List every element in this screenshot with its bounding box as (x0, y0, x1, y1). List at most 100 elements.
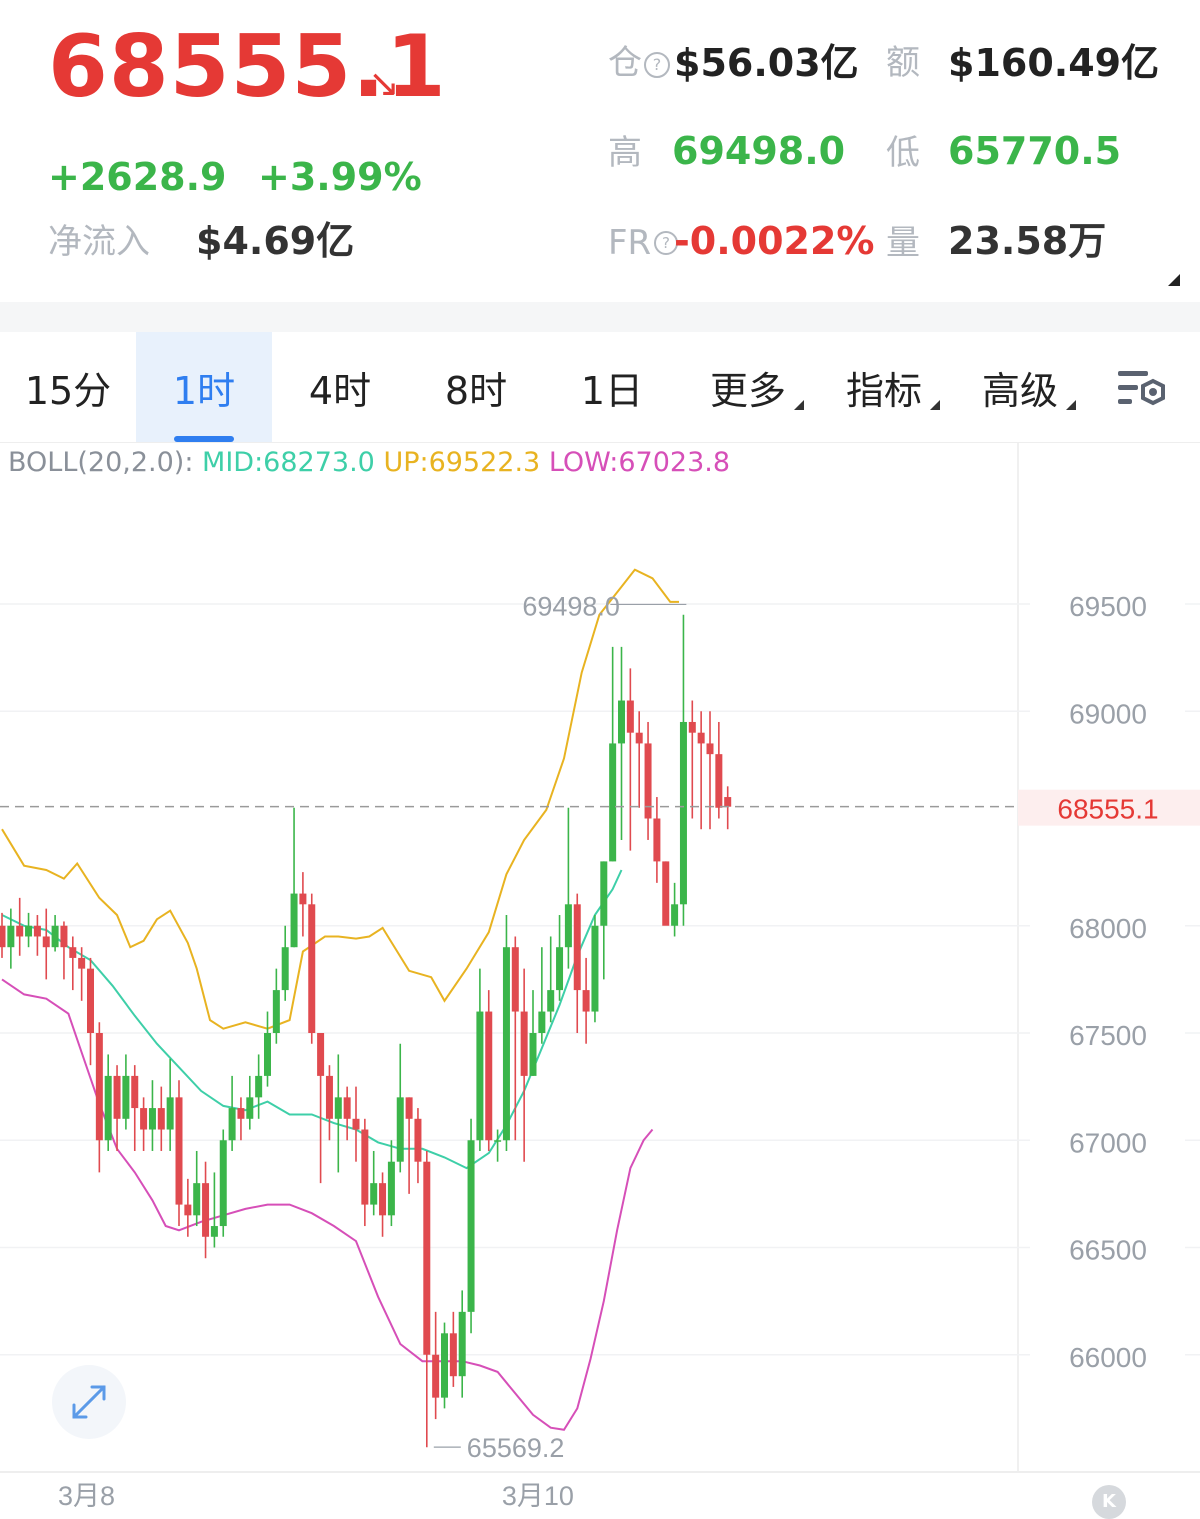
candle-body (379, 1183, 387, 1216)
candle-body (573, 904, 581, 991)
tab-more[interactable]: 更多 (680, 332, 816, 442)
y-tick-label: 66000 (1069, 1342, 1147, 1373)
tab-1h[interactable]: 1时 (136, 332, 272, 442)
candle-body (272, 990, 280, 1033)
candle-body (441, 1333, 448, 1398)
candle-body (281, 947, 289, 991)
candle-body (697, 732, 705, 744)
candle-body (7, 925, 15, 948)
tab-4h[interactable]: 4时 (308, 368, 372, 413)
question-circle-icon[interactable]: ? (654, 231, 678, 255)
candle-body (78, 957, 86, 969)
tab-8h[interactable]: 8时 (444, 368, 508, 413)
candle-body (264, 1033, 271, 1076)
candle-body (166, 1097, 174, 1130)
header-divider (0, 302, 1200, 332)
candle-body (0, 925, 6, 948)
low-label: 低 (886, 133, 920, 173)
open-interest-label: 仓 (608, 43, 642, 83)
boll-legend-low: LOW:67023.8 (548, 447, 731, 478)
candle-body (175, 1097, 183, 1205)
candle-body (626, 700, 634, 733)
candle-body (414, 1118, 422, 1162)
candle-body (95, 1033, 103, 1141)
candle-body (246, 1097, 254, 1119)
candle-body (60, 925, 68, 948)
candle-body (33, 925, 41, 937)
candle-body (494, 1140, 502, 1142)
candle-body (343, 1097, 351, 1119)
x-tick-label: 3月10 (502, 1481, 574, 1511)
y-tick-label: 67500 (1069, 1020, 1147, 1051)
candle-body (644, 743, 652, 819)
funding-rate-value: -0.0022% (674, 219, 875, 263)
candle-body (467, 1140, 475, 1312)
dropdown-corner-icon (930, 400, 940, 410)
tab-1d[interactable]: 1日 (580, 368, 644, 413)
price-change-percent: +3.99% (258, 155, 422, 199)
candle-body (51, 925, 59, 948)
candle-body (591, 925, 599, 1012)
candle-body (724, 797, 732, 807)
y-tick-label: 68000 (1069, 913, 1147, 944)
k-badge-icon[interactable]: K (1092, 1485, 1126, 1519)
candle-body (299, 893, 307, 905)
price-change: +2628.9 (48, 155, 227, 199)
volume-value: 23.58万 (948, 219, 1107, 263)
chart-settings-icon[interactable] (1112, 365, 1172, 415)
candle-body (618, 700, 625, 744)
boll-upper-line (1, 568, 679, 1030)
candle-body (325, 1075, 333, 1119)
x-tick-label: 3月8 (58, 1481, 115, 1511)
candle-body (609, 743, 617, 862)
expand-corner-icon[interactable] (1168, 274, 1180, 286)
funding-rate-label: FR (608, 223, 652, 263)
current-price-tag (1018, 789, 1200, 826)
interval-tab-bar: 15分 1时 4时 8时 1日 更多 指标 高级 (0, 332, 1200, 443)
candle-body (688, 721, 696, 733)
low-value: 65770.5 (948, 129, 1122, 173)
question-circle-icon[interactable]: ? (644, 52, 670, 78)
candle-body (387, 1161, 395, 1216)
tab-advanced[interactable]: 高级 (952, 332, 1088, 442)
candle-body (396, 1097, 404, 1162)
candle-body (87, 968, 94, 1033)
candle-body (679, 721, 687, 905)
candle-body (122, 1075, 130, 1119)
candle-body (538, 1011, 546, 1033)
net-inflow-value: $4.69亿 (196, 219, 355, 263)
candle-body (237, 1108, 245, 1119)
candle-body (113, 1075, 121, 1119)
candle-body (476, 1011, 484, 1141)
candle-body (423, 1161, 431, 1355)
boll-legend-name: BOLL(20,2.0): (8, 447, 194, 478)
candle-body (706, 743, 714, 755)
low-marker-label: 65569.2 (467, 1433, 565, 1463)
trend-down-arrow-icon: ↘ (368, 61, 400, 105)
open-interest-value: $56.03亿 (674, 41, 859, 85)
candle-body (148, 1108, 156, 1130)
high-value: 69498.0 (672, 129, 846, 173)
candle-body (671, 904, 679, 926)
candle-body (255, 1075, 263, 1098)
candle-body (361, 1129, 369, 1205)
high-marker-label: 69498.0 (522, 591, 620, 621)
expand-chart-button[interactable] (52, 1365, 126, 1439)
tab-indicators[interactable]: 指标 (816, 332, 952, 442)
candle-body (405, 1097, 413, 1119)
candle-body (449, 1333, 457, 1377)
candle-body (520, 1011, 528, 1076)
active-tab-indicator (174, 436, 234, 442)
candle-body (184, 1204, 192, 1216)
candle-body (219, 1140, 227, 1227)
tab-15m[interactable]: 15分 (24, 368, 112, 413)
candle-body (485, 1011, 493, 1141)
candle-body (556, 947, 564, 991)
y-tick-label: 69000 (1069, 698, 1147, 729)
y-tick-label: 66500 (1069, 1235, 1147, 1266)
y-tick-label: 67000 (1069, 1127, 1147, 1158)
current-price-label: 68555.1 (1057, 794, 1158, 825)
candle-body (511, 947, 519, 1012)
candlestick-chart[interactable]: 69500 69000 68000 67500 67000 66500 66000 68555… (0, 443, 1200, 1515)
volume-label: 量 (886, 223, 920, 263)
